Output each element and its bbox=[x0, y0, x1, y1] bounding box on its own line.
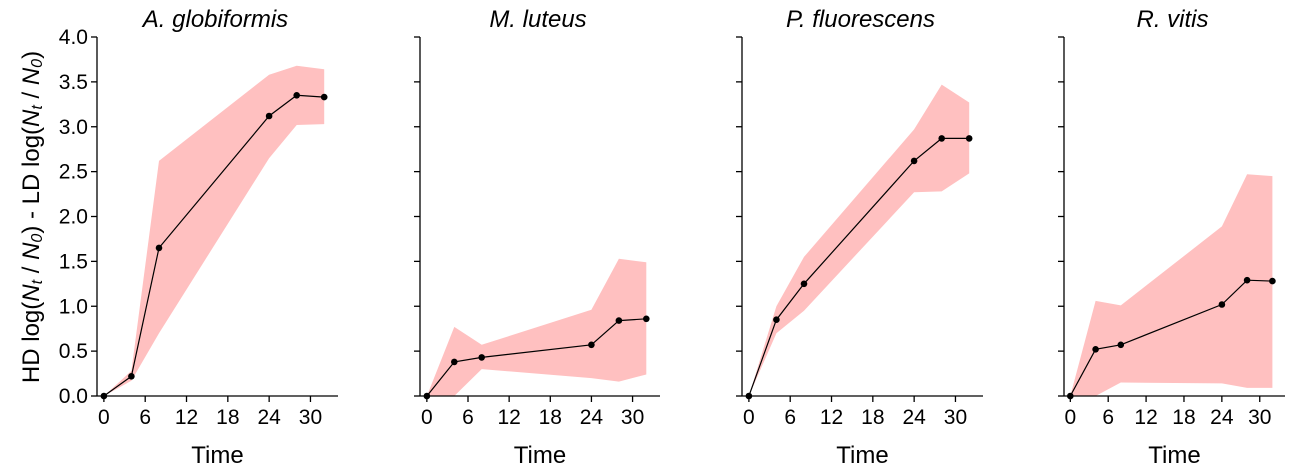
x-tick-label: 18 bbox=[216, 406, 239, 429]
chart-panels: A. globiformis 0.0 0.5 1.0 1.5 2.0 2.5 3.0 3.5 4.… bbox=[59, 6, 1285, 466]
panel-1: A. globiformis 0.0 0.5 1.0 1.5 2.0 2.5 3.0 3.5 4.… bbox=[59, 6, 338, 466]
data-point bbox=[265, 112, 273, 120]
x-tick-label: 18 bbox=[1172, 406, 1195, 429]
y-tick-label: 3.0 bbox=[59, 116, 88, 139]
panel-3: P. fluorescens 0 6 12 18 24 30 Time bbox=[736, 6, 983, 466]
data-point bbox=[1092, 346, 1099, 353]
data-point bbox=[1269, 277, 1276, 285]
y-tick-label: 0.5 bbox=[59, 340, 88, 363]
confidence-band bbox=[748, 84, 970, 396]
data-point bbox=[800, 280, 808, 288]
y-axis-label-text: HD log(Nt / N0) - LD log(Nt / N0) bbox=[18, 51, 46, 383]
panel-2: M. luteus 0 6 12 18 24 30 Time bbox=[414, 6, 660, 466]
data-point bbox=[773, 316, 780, 324]
data-point bbox=[293, 92, 301, 99]
series-line bbox=[103, 94, 325, 397]
x-tick-label: 12 bbox=[497, 406, 520, 429]
x-tick-label: 0 bbox=[421, 406, 433, 429]
x-tick-label: 6 bbox=[462, 406, 474, 429]
y-tick-label: 2.5 bbox=[59, 161, 88, 184]
panel-4: R. vitis 0 6 12 18 24 30 Time bbox=[1058, 6, 1285, 466]
y-axis-label: HD log(Nt / N0) - LD log(Nt / N0) bbox=[18, 51, 46, 383]
x-tick-label: 18 bbox=[861, 406, 884, 429]
x-tick-label: 24 bbox=[257, 406, 281, 429]
x-tick-label: 30 bbox=[944, 406, 967, 429]
data-point bbox=[643, 315, 650, 323]
x-tick-label: 24 bbox=[902, 406, 926, 429]
x-tick-label: 24 bbox=[1210, 406, 1234, 429]
panel-title: R. vitis bbox=[1137, 6, 1209, 33]
data-point bbox=[128, 373, 135, 380]
y-tick-label: 3.5 bbox=[59, 71, 88, 94]
data-point bbox=[1243, 276, 1251, 284]
data-point bbox=[155, 244, 163, 252]
y-tick-label: 1.5 bbox=[59, 250, 88, 273]
data-point bbox=[910, 157, 918, 165]
x-axis-label: Time bbox=[191, 442, 243, 466]
confidence-band bbox=[1070, 174, 1273, 396]
data-point bbox=[1067, 392, 1074, 400]
series-line bbox=[748, 137, 970, 397]
x-tick-label: 0 bbox=[98, 406, 110, 429]
data-point bbox=[588, 341, 595, 349]
data-point bbox=[745, 392, 753, 400]
y-tick-label: 1.0 bbox=[59, 295, 88, 318]
panel-title: A. globiformis bbox=[141, 6, 288, 33]
data-point bbox=[451, 358, 458, 366]
x-tick-label: 12 bbox=[175, 406, 198, 429]
data-point bbox=[938, 135, 945, 142]
data-point bbox=[1218, 301, 1226, 308]
series-line bbox=[426, 318, 647, 397]
confidence-band bbox=[426, 258, 647, 396]
x-tick-label: 12 bbox=[1134, 406, 1157, 429]
x-tick-label: 6 bbox=[1102, 406, 1114, 429]
data-point bbox=[1117, 341, 1125, 349]
x-tick-label: 12 bbox=[820, 406, 843, 429]
x-tick-label: 6 bbox=[784, 406, 796, 429]
x-axis-label: Time bbox=[1148, 442, 1200, 466]
series-line bbox=[1069, 279, 1273, 397]
x-axis-label: Time bbox=[514, 442, 566, 466]
data-point bbox=[478, 354, 486, 361]
confidence-band bbox=[103, 65, 325, 396]
x-tick-label: 30 bbox=[1248, 406, 1271, 429]
data-point bbox=[615, 317, 623, 324]
x-tick-label: 6 bbox=[139, 406, 151, 429]
panel-title: P. fluorescens bbox=[786, 6, 935, 33]
panel-title: M. luteus bbox=[489, 6, 586, 33]
x-tick-label: 30 bbox=[299, 406, 322, 429]
data-point bbox=[965, 135, 973, 142]
x-tick-label: 0 bbox=[1064, 406, 1076, 429]
x-tick-label: 18 bbox=[539, 406, 562, 429]
data-point bbox=[423, 392, 431, 400]
x-axis-label: Time bbox=[836, 442, 888, 466]
y-tick-label: 4.0 bbox=[59, 26, 88, 49]
data-point bbox=[100, 392, 108, 400]
x-tick-label: 24 bbox=[580, 406, 604, 429]
data-point bbox=[320, 93, 328, 101]
y-tick-label: 0.0 bbox=[59, 385, 88, 408]
x-tick-label: 0 bbox=[743, 406, 755, 429]
y-tick-label: 2.0 bbox=[59, 206, 88, 229]
x-tick-label: 30 bbox=[621, 406, 644, 429]
